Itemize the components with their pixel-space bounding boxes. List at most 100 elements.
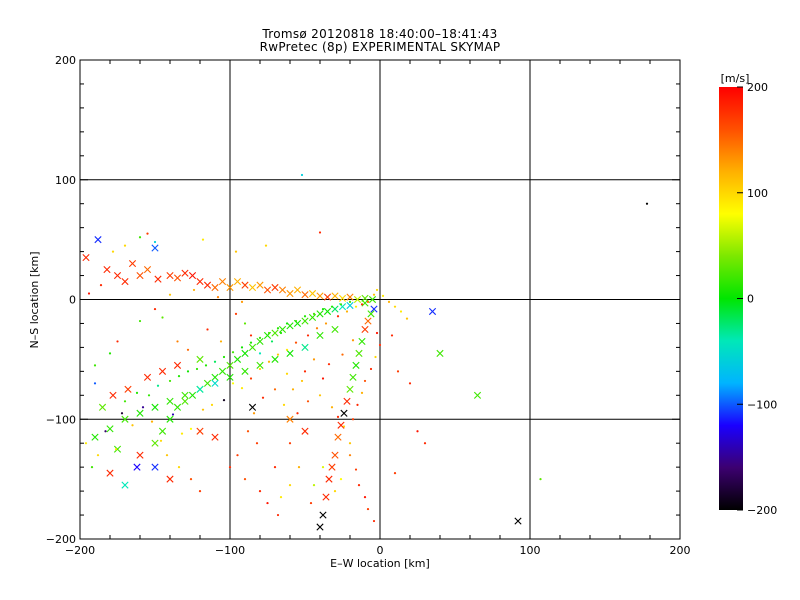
data-point-cross [121, 415, 129, 423]
data-point-dot [153, 240, 157, 244]
data-point-cross [353, 295, 362, 304]
data-point-cross [173, 274, 182, 282]
data-point-dot [159, 439, 163, 442]
data-point-dot [213, 360, 217, 363]
data-point-dot [315, 327, 319, 330]
data-point-dot [216, 296, 220, 299]
data-point-dot [348, 442, 352, 445]
data-point-cross [166, 271, 174, 280]
data-point-cross [196, 355, 204, 363]
data-point-cross [196, 277, 204, 286]
data-point-dot [146, 232, 149, 235]
data-point-cross [368, 295, 377, 304]
data-point-cross [256, 337, 264, 346]
data-point-cross [151, 403, 159, 411]
data-point-cross [203, 281, 212, 289]
data-point-cross [211, 379, 219, 387]
data-point-cross [188, 271, 197, 280]
data-point-cross [361, 299, 369, 307]
data-point-cross [121, 481, 129, 489]
data-point-cross [308, 313, 317, 322]
data-point-cross [473, 391, 482, 399]
data-point-dot [131, 424, 134, 427]
data-point-cross [158, 367, 167, 375]
data-point-dot [300, 379, 304, 383]
data-point-dot [96, 454, 100, 457]
data-point-dot [192, 288, 196, 292]
data-point-cross [322, 493, 330, 501]
data-point-cross [166, 475, 174, 483]
colorbar-tick-label: −100 [747, 398, 777, 411]
data-point-dot [369, 367, 373, 371]
data-point-dot [318, 394, 322, 397]
data-point-dot [195, 367, 199, 371]
data-point-dot [276, 513, 280, 517]
data-point-dot [288, 442, 292, 445]
data-point-dot [324, 322, 328, 325]
data-point-dot [123, 400, 127, 403]
colorbar-tick-label: 0 [747, 293, 754, 306]
data-point-cross [226, 373, 234, 381]
data-point-dot [321, 466, 325, 469]
data-point-dot [312, 484, 316, 487]
data-point-cross [337, 421, 345, 429]
data-point-dot [336, 415, 340, 418]
data-point-dot [363, 379, 367, 383]
x-tick-label: 200 [670, 544, 691, 557]
data-point-dot [165, 454, 169, 457]
data-point-dot [288, 484, 292, 487]
data-point-cross [136, 409, 144, 417]
data-point-cross [301, 343, 309, 351]
data-point-dot [243, 322, 247, 325]
data-point-cross [271, 329, 279, 337]
data-point-cross [331, 451, 339, 459]
data-point-cross [211, 283, 219, 292]
data-point-dot [201, 238, 205, 241]
data-point-dot [393, 305, 397, 308]
data-point-dot [93, 382, 97, 385]
data-point-dot [168, 293, 172, 296]
data-point-cross [109, 391, 117, 399]
data-point-dot [161, 316, 164, 319]
data-point-dot [176, 340, 179, 343]
colorbar-ticks: −200 −100 0 100 200 [737, 81, 777, 517]
data-point-dot [104, 430, 107, 433]
data-point-dot [116, 340, 119, 343]
data-point-dot [345, 310, 349, 313]
data-point-dot [282, 403, 286, 406]
data-point-cross [218, 367, 227, 375]
data-point-dot [309, 501, 313, 505]
data-point-cross [103, 265, 111, 274]
data-point-cross [349, 373, 357, 381]
data-point-cross [218, 277, 227, 286]
data-point-dot [90, 466, 94, 469]
x-tick-label: −100 [215, 544, 245, 557]
data-point-dot [189, 427, 193, 430]
data-point-dot [390, 334, 394, 337]
data-point-cross [301, 291, 309, 299]
data-point-dot [99, 284, 103, 287]
data-point-cross [133, 463, 141, 471]
data-point-dot [306, 400, 310, 403]
data-point-cross [211, 433, 219, 441]
data-point-cross [166, 397, 174, 405]
data-point-dot [356, 403, 359, 406]
data-point-cross [293, 286, 302, 294]
data-point-dot [258, 336, 262, 339]
data-point-dot [294, 319, 298, 323]
data-point-dot [279, 331, 283, 335]
data-point-dot [123, 244, 127, 247]
data-point-cross [124, 385, 132, 393]
data-point-dot [306, 334, 310, 337]
data-point-cross [338, 294, 347, 302]
data-point-cross [316, 523, 324, 531]
data-point-dot [228, 466, 232, 469]
data-point-dot [249, 341, 253, 344]
data-point-dot [267, 360, 271, 363]
data-point-cross [151, 439, 159, 447]
data-point-cross [136, 271, 144, 280]
data-point-dot [141, 406, 145, 409]
data-point-dot [273, 388, 277, 391]
data-point-cross [271, 355, 279, 363]
data-point-cross [226, 361, 234, 369]
